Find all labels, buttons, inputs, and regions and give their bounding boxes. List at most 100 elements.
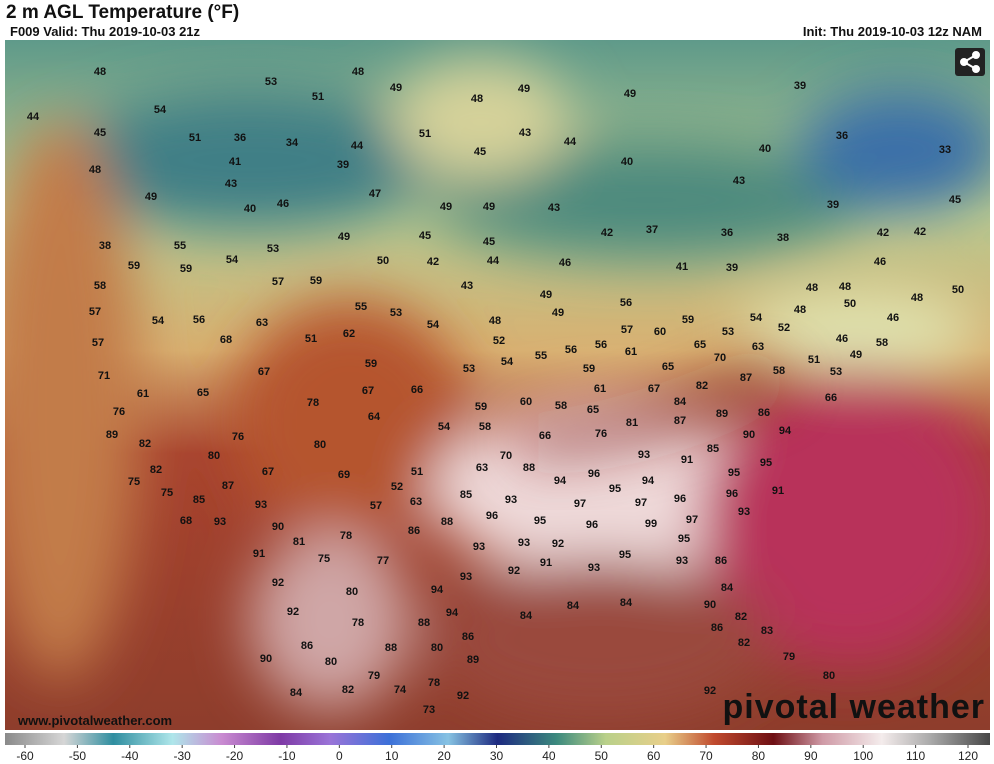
temperature-label: 63	[410, 496, 422, 508]
temperature-label: 34	[286, 137, 299, 149]
temperature-label: 82	[139, 438, 151, 450]
temperature-label: 48	[89, 164, 101, 176]
temperature-label: 79	[783, 651, 795, 663]
temperature-label: 87	[222, 480, 234, 492]
temperature-label: 80	[208, 450, 220, 462]
temperature-label: 49	[624, 88, 636, 100]
temperature-label: 86	[711, 622, 723, 634]
temperature-label: 48	[806, 282, 818, 294]
colorbar-tick-label: 90	[804, 749, 818, 763]
temperature-label: 96	[586, 519, 598, 531]
share-button[interactable]	[955, 48, 985, 76]
temperature-label: 78	[428, 677, 440, 689]
temperature-label: 58	[555, 400, 567, 412]
temperature-label: 84	[620, 597, 633, 609]
temperature-label: 86	[715, 555, 727, 567]
temperature-label: 40	[244, 203, 256, 215]
temperature-label: 75	[161, 487, 173, 499]
temperature-label: 58	[94, 280, 106, 292]
temperature-label: 68	[220, 334, 232, 346]
temperature-label: 62	[343, 328, 355, 340]
temperature-label: 39	[337, 159, 349, 171]
temperature-label: 42	[601, 227, 613, 239]
temperature-label: 59	[583, 363, 595, 375]
temperature-label: 82	[738, 637, 750, 649]
temperature-label: 44	[487, 255, 500, 267]
temperature-label: 41	[229, 156, 241, 168]
temperature-label: 49	[850, 349, 862, 361]
temperature-label: 36	[836, 130, 848, 142]
temperature-label: 84	[520, 610, 533, 622]
brand: pivotal weather	[722, 688, 985, 726]
temperature-label: 63	[752, 341, 764, 353]
temperature-label: 59	[475, 401, 487, 413]
map-title: 2 m AGL Temperature (°F)	[6, 2, 240, 23]
colorbar-tick-label: 70	[699, 749, 713, 763]
temperature-label: 39	[827, 199, 839, 211]
temperature-label: 94	[554, 475, 567, 487]
temperature-label: 33	[939, 144, 951, 156]
temperature-label: 52	[778, 322, 790, 334]
colorbar-tick-label: 20	[437, 749, 451, 763]
temperature-label: 39	[794, 80, 806, 92]
temperature-label: 53	[390, 307, 402, 319]
temperature-label: 45	[419, 230, 431, 242]
temperature-label: 58	[773, 365, 785, 377]
temperature-label: 48	[794, 304, 806, 316]
temperature-label: 86	[462, 631, 474, 643]
temperature-label: 82	[150, 464, 162, 476]
temperature-label: 43	[519, 127, 531, 139]
temperature-label: 86	[758, 407, 770, 419]
temperature-label: 42	[914, 226, 926, 238]
temperature-label: 73	[423, 704, 435, 716]
temperature-label: 95	[728, 467, 740, 479]
temperature-label: 92	[508, 565, 520, 577]
temperature-label: 53	[463, 363, 475, 375]
temperature-label: 60	[520, 396, 532, 408]
temperature-label: 94	[446, 607, 459, 619]
temperature-label: 55	[355, 301, 367, 313]
temperature-label: 76	[113, 406, 125, 418]
temperature-label: 57	[92, 337, 104, 349]
temperature-label: 75	[128, 476, 140, 488]
temperature-label: 37	[646, 224, 658, 236]
temperature-label: 67	[648, 383, 660, 395]
temperature-label: 43	[461, 280, 473, 292]
temperature-label: 54	[427, 319, 440, 331]
temperature-label: 52	[391, 481, 403, 493]
temperature-label: 51	[419, 128, 431, 140]
temperature-label: 57	[370, 500, 382, 512]
temperature-label: 49	[540, 289, 552, 301]
temperature-label: 54	[154, 104, 167, 116]
temperature-label: 93	[473, 541, 485, 553]
temperature-label: 95	[619, 549, 631, 561]
temperature-label: 49	[552, 307, 564, 319]
temperature-label: 78	[352, 617, 364, 629]
temperature-label: 70	[714, 352, 726, 364]
temperature-label: 76	[595, 428, 607, 440]
share-icon[interactable]	[960, 51, 980, 73]
init-time: Init: Thu 2019-10-03 12z NAM	[802, 24, 982, 39]
temperature-label: 75	[318, 553, 330, 565]
temperature-label: 84	[567, 600, 580, 612]
temperature-label: 96	[674, 493, 686, 505]
temperature-label: 45	[94, 127, 106, 139]
temperature-label: 56	[193, 314, 205, 326]
temperature-label: 58	[876, 337, 888, 349]
colorbar-tick-label: -60	[16, 749, 34, 763]
temperature-label: 92	[704, 685, 716, 697]
temperature-label: 89	[467, 654, 479, 666]
temperature-label: 82	[696, 380, 708, 392]
temperature-label: 57	[621, 324, 633, 336]
temperature-label: 95	[678, 533, 690, 545]
temperature-label: 91	[681, 454, 693, 466]
temperature-label: 56	[565, 344, 577, 356]
temperature-label: 45	[483, 236, 495, 248]
temperature-label: 91	[540, 557, 552, 569]
temperature-label: 49	[440, 201, 452, 213]
temperature-label: 53	[830, 366, 842, 378]
temperature-label: 54	[438, 421, 451, 433]
temperature-label: 71	[98, 370, 110, 382]
temperature-label: 88	[418, 617, 430, 629]
temperature-label: 44	[351, 140, 364, 152]
